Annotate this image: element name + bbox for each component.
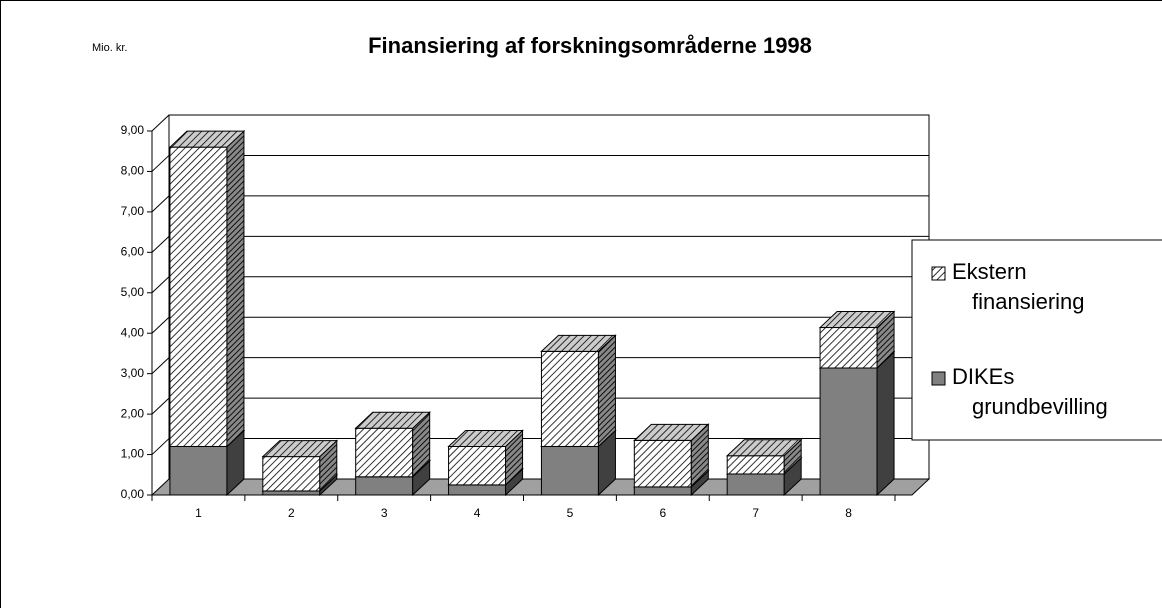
y-tick-label: 4,00 xyxy=(121,325,145,339)
x-tick-label: 3 xyxy=(381,506,388,520)
grid-line xyxy=(151,357,170,375)
y-tick-label: 0,00 xyxy=(121,487,145,501)
bar-front xyxy=(448,445,507,486)
bar-top xyxy=(354,411,431,429)
bar-front xyxy=(819,327,878,369)
x-tick-label: 7 xyxy=(752,506,759,520)
x-tick-label: 6 xyxy=(659,506,666,520)
bar-front xyxy=(540,445,599,496)
legend-swatch xyxy=(931,266,946,281)
bar-front xyxy=(169,146,228,447)
bar-front xyxy=(633,439,692,488)
bar-front xyxy=(540,350,599,447)
bar-front xyxy=(355,476,414,496)
bar-top xyxy=(633,423,710,441)
bar-front xyxy=(355,427,414,478)
grid-line xyxy=(151,438,170,455)
y-tick-label: 8,00 xyxy=(121,164,145,178)
grid-line xyxy=(151,195,170,213)
bar-front xyxy=(726,455,785,475)
x-tick-label: 8 xyxy=(845,506,852,520)
bar-top xyxy=(818,311,896,329)
x-tick-label: 4 xyxy=(474,506,481,520)
grid-line xyxy=(151,235,170,253)
bar-front xyxy=(726,473,785,496)
bar-front xyxy=(633,486,692,496)
y-axis-label: Mio. kr. xyxy=(92,42,127,54)
grid-line xyxy=(151,155,170,172)
grid-line xyxy=(151,316,170,334)
bar-side xyxy=(876,350,895,497)
y-tick-label: 9,00 xyxy=(121,123,145,137)
bar-top xyxy=(540,334,617,352)
x-tick-label: 5 xyxy=(567,506,574,520)
bar-top xyxy=(725,439,803,457)
legend-box xyxy=(911,239,1162,441)
grid-line xyxy=(151,276,170,294)
bar-top xyxy=(447,429,524,447)
legend-swatch xyxy=(931,371,946,386)
legend-label: DIKEs grundbevilling xyxy=(952,364,1108,419)
grid-line xyxy=(151,114,170,132)
grid-line xyxy=(151,397,170,415)
chart-title: Finansiering af forskningsområderne 1998 xyxy=(368,33,812,58)
y-tick-label: 6,00 xyxy=(121,245,145,259)
y-tick-label: 1,00 xyxy=(121,447,145,461)
bar-front xyxy=(819,367,878,496)
bar-front xyxy=(262,456,321,492)
bar-front xyxy=(448,484,507,496)
bar-side xyxy=(597,334,616,448)
bar-front xyxy=(262,490,321,496)
y-tick-label: 2,00 xyxy=(121,406,145,420)
y-tick-label: 3,00 xyxy=(121,366,145,380)
bar-top xyxy=(261,440,339,458)
bar-top xyxy=(168,130,246,148)
x-tick-label: 1 xyxy=(195,506,202,520)
bar-side xyxy=(226,130,245,448)
y-tick-label: 7,00 xyxy=(121,204,145,218)
bar-front xyxy=(169,445,228,496)
x-tick-label: 2 xyxy=(288,506,295,520)
legend-label: Ekstern finansiering xyxy=(952,259,1085,314)
y-tick-label: 5,00 xyxy=(121,285,145,299)
